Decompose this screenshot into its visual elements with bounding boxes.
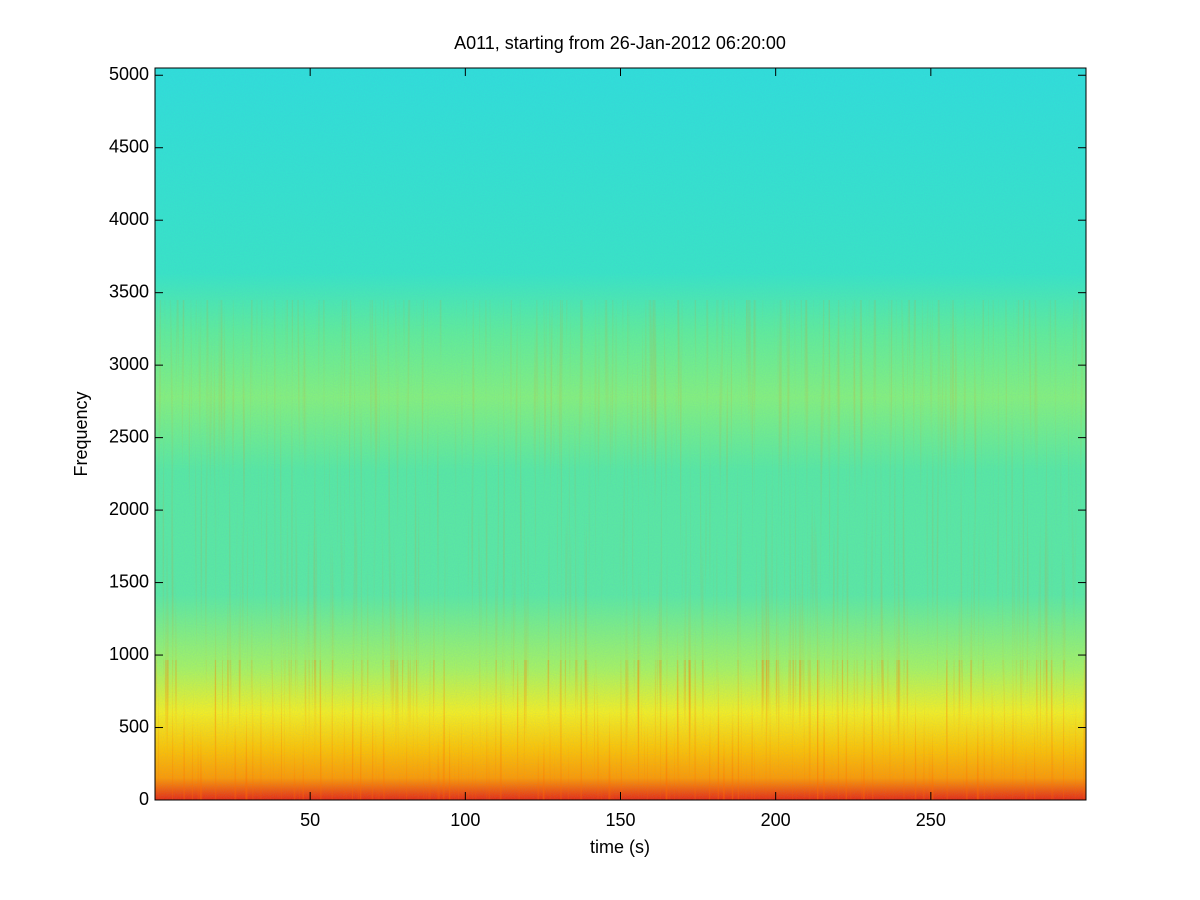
chart-title: A011, starting from 26-Jan-2012 06:20:00 bbox=[454, 33, 786, 53]
y-tick-label: 4500 bbox=[109, 136, 149, 156]
y-tick-label: 0 bbox=[139, 789, 149, 809]
x-tick-label: 50 bbox=[300, 810, 320, 830]
y-tick-label: 1000 bbox=[109, 644, 149, 664]
y-axis-label: Frequency bbox=[71, 391, 91, 476]
x-tick-label: 200 bbox=[761, 810, 791, 830]
x-tick-label: 100 bbox=[450, 810, 480, 830]
y-tick-label: 2500 bbox=[109, 426, 149, 446]
y-tick-label: 4000 bbox=[109, 209, 149, 229]
y-tick-label: 5000 bbox=[109, 64, 149, 84]
y-tick-label: 500 bbox=[119, 716, 149, 736]
x-tick-label: 250 bbox=[916, 810, 946, 830]
y-tick-label: 1500 bbox=[109, 571, 149, 591]
spectrogram-image bbox=[155, 68, 1086, 800]
y-tick-label: 2000 bbox=[109, 499, 149, 519]
x-tick-label: 150 bbox=[605, 810, 635, 830]
x-axis-label: time (s) bbox=[590, 837, 650, 857]
y-tick-label: 3500 bbox=[109, 281, 149, 301]
y-tick-label: 3000 bbox=[109, 354, 149, 374]
